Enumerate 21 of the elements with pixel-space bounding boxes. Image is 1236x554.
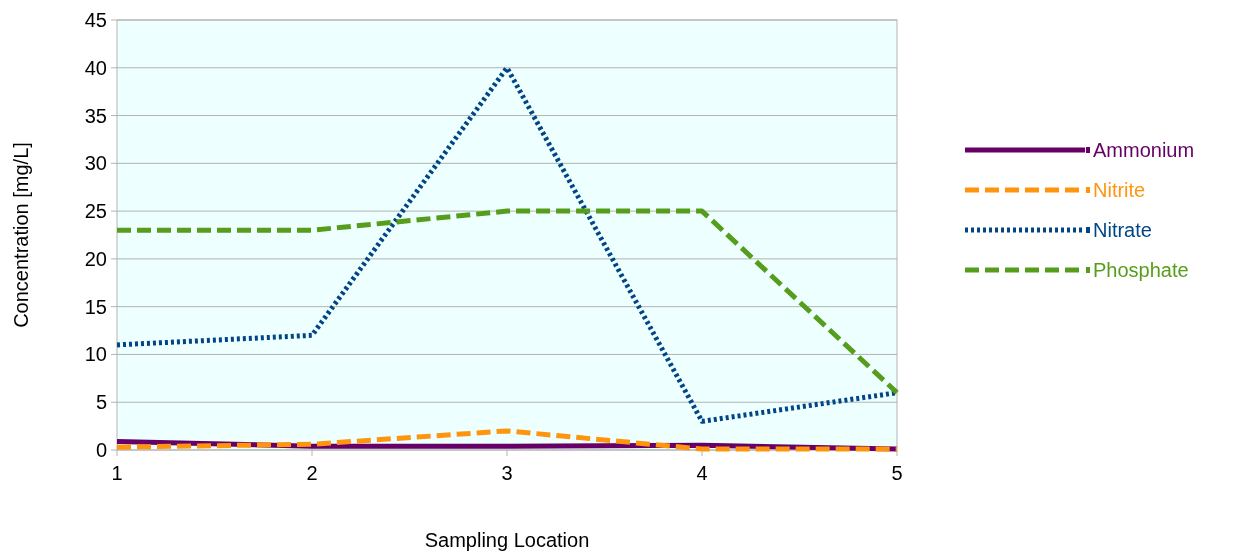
x-tick-label: 1 — [111, 462, 123, 484]
y-axis-title: Concentration [mg/L] — [10, 142, 32, 328]
y-tick-label: 40 — [84, 56, 107, 79]
x-tick-label: 4 — [696, 462, 708, 484]
y-tick-label: 0 — [95, 439, 107, 461]
x-tick-label: 3 — [501, 462, 513, 484]
legend-label: Nitrate — [1093, 219, 1152, 241]
legend-label: Phosphate — [1093, 259, 1189, 281]
x-tick-label: 5 — [891, 462, 903, 484]
y-tick-label: 30 — [84, 152, 107, 175]
y-tick-label: 15 — [84, 295, 107, 318]
y-tick-label: 20 — [84, 247, 107, 270]
y-tick-label: 5 — [95, 391, 107, 414]
legend-label: Nitrite — [1093, 179, 1146, 201]
legend-label: Ammonium — [1093, 139, 1195, 161]
y-tick-label: 35 — [84, 104, 107, 127]
y-tick-label: 10 — [84, 343, 107, 366]
y-tick-label: 45 — [84, 9, 107, 31]
y-tick-label: 25 — [84, 200, 107, 223]
x-tick-label: 2 — [306, 462, 318, 484]
x-axis-title: Sampling Location — [424, 529, 590, 551]
